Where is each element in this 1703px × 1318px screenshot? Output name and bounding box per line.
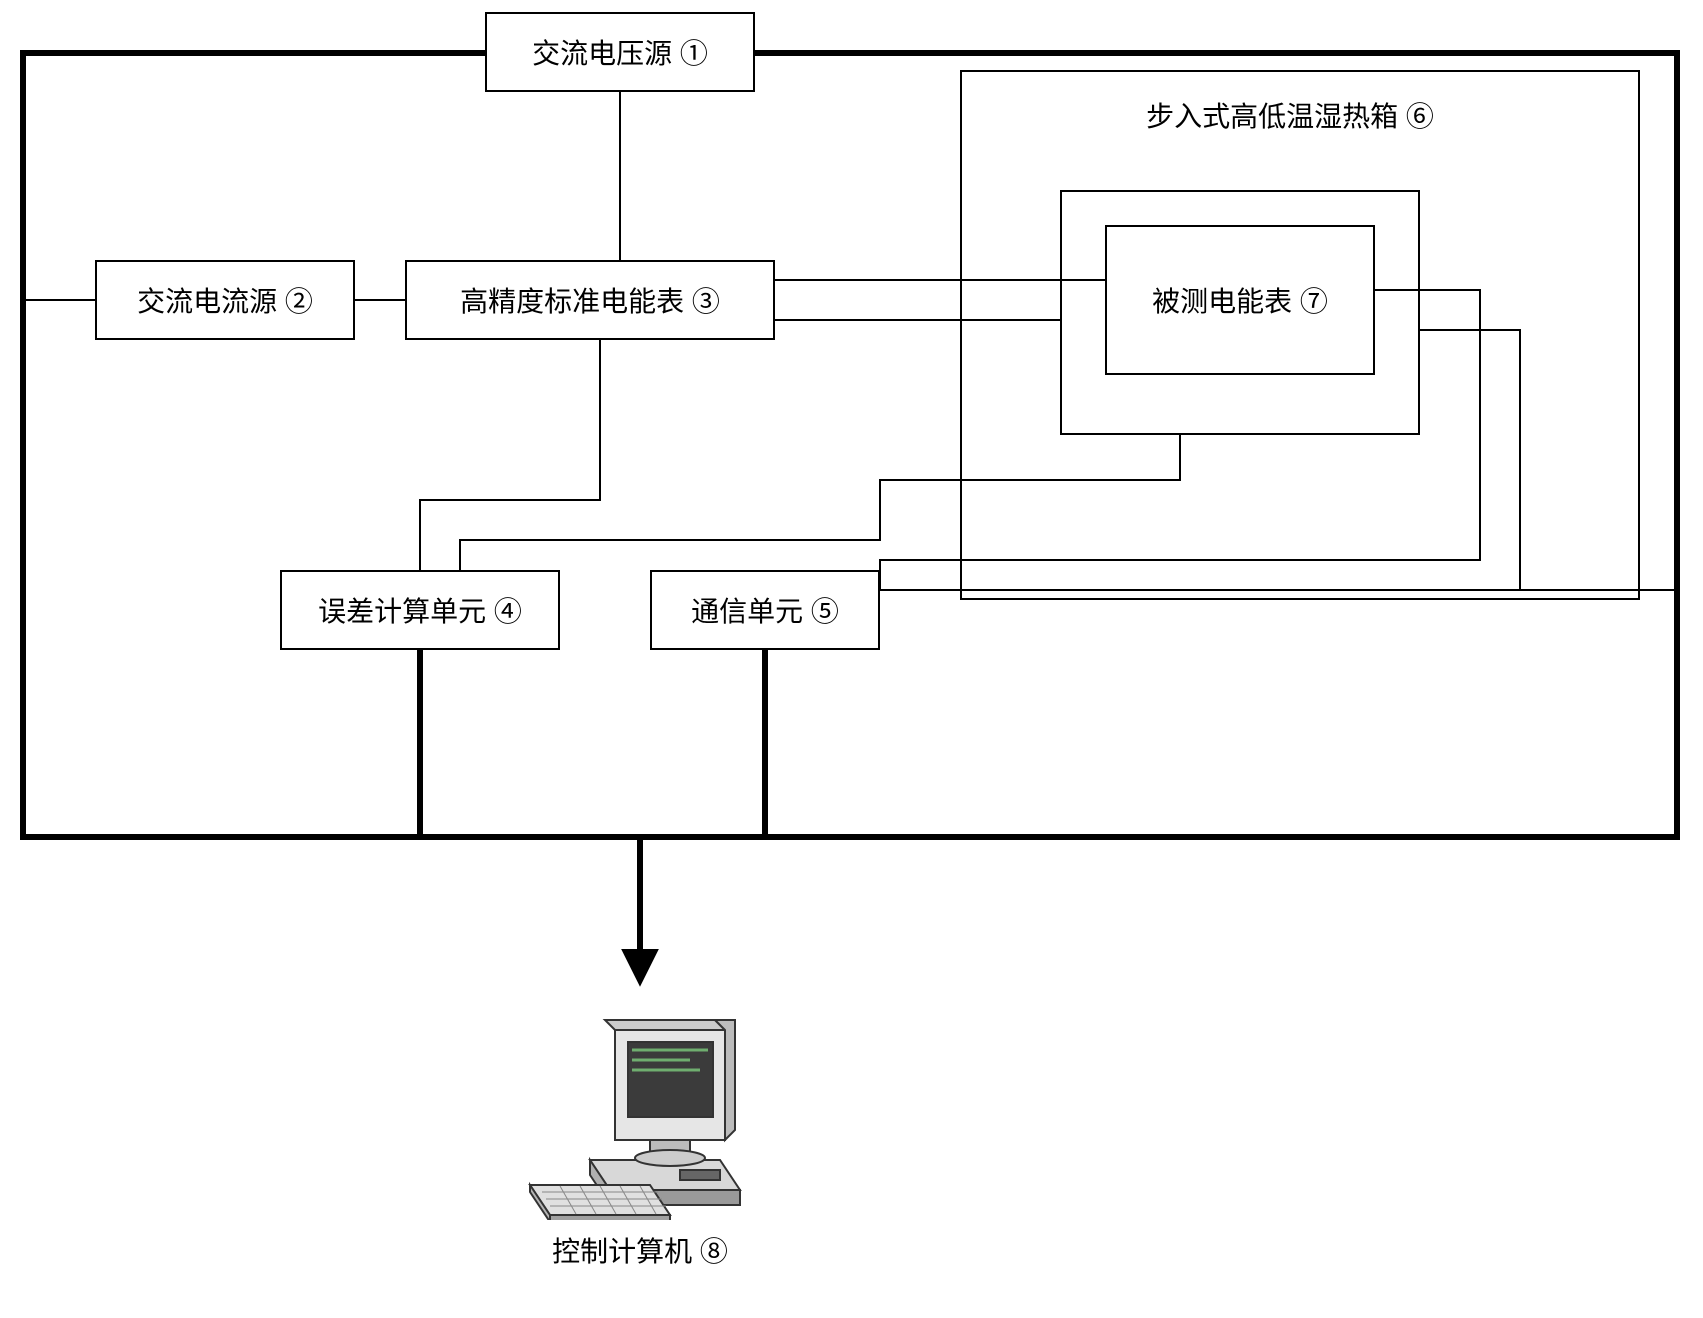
node-label: 步入式高低温湿热箱 ⑥ xyxy=(1146,95,1434,135)
chamber-label: 步入式高低温湿热箱 ⑥ xyxy=(1030,95,1550,135)
computer-icon xyxy=(520,1000,770,1220)
node-label: 交流电压源 ① xyxy=(532,32,708,72)
node-label: 通信单元 ⑤ xyxy=(691,590,839,630)
node-label: 高精度标准电能表 ③ xyxy=(460,280,720,320)
node-error-calc-unit: 误差计算单元 ④ xyxy=(280,570,560,650)
computer-label: 控制计算机 ⑧ xyxy=(490,1230,790,1270)
node-standard-meter: 高精度标准电能表 ③ xyxy=(405,260,775,340)
node-label: 被测电能表 ⑦ xyxy=(1152,280,1328,320)
node-label: 误差计算单元 ④ xyxy=(318,590,522,630)
node-label: 控制计算机 ⑧ xyxy=(552,1230,728,1270)
node-label: 交流电流源 ② xyxy=(137,280,313,320)
connection-lines xyxy=(0,0,1703,1318)
node-ac-current-source: 交流电流源 ② xyxy=(95,260,355,340)
node-ac-voltage-source: 交流电压源 ① xyxy=(485,12,755,92)
diagram-canvas: 交流电压源 ① 交流电流源 ② 高精度标准电能表 ③ 误差计算单元 ④ 通信单元… xyxy=(0,0,1703,1318)
node-comm-unit: 通信单元 ⑤ xyxy=(650,570,880,650)
node-meter-under-test: 被测电能表 ⑦ xyxy=(1105,225,1375,375)
